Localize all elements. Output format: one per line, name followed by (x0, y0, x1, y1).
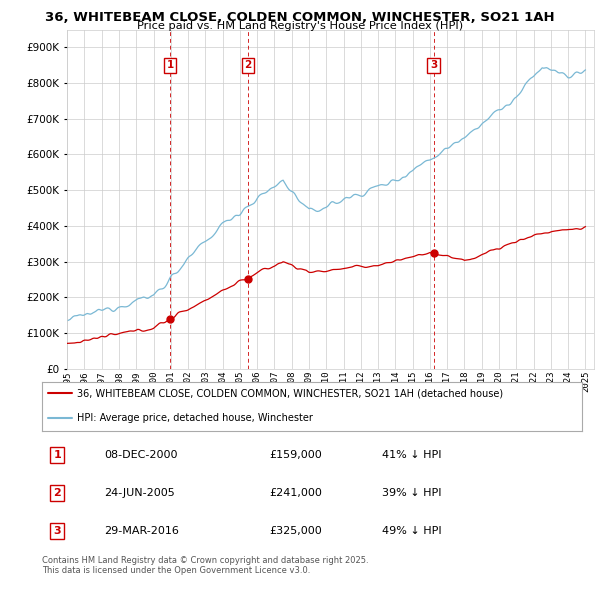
Text: 29-MAR-2016: 29-MAR-2016 (104, 526, 179, 536)
Text: 41% ↓ HPI: 41% ↓ HPI (382, 450, 442, 460)
Text: 39% ↓ HPI: 39% ↓ HPI (382, 488, 442, 498)
Text: 08-DEC-2000: 08-DEC-2000 (104, 450, 178, 460)
Text: 3: 3 (430, 60, 437, 70)
Text: 2: 2 (244, 60, 251, 70)
Text: 2: 2 (53, 488, 61, 498)
Text: Contains HM Land Registry data © Crown copyright and database right 2025.
This d: Contains HM Land Registry data © Crown c… (42, 556, 368, 575)
Text: £159,000: £159,000 (269, 450, 322, 460)
Text: £325,000: £325,000 (269, 526, 322, 536)
Text: 36, WHITEBEAM CLOSE, COLDEN COMMON, WINCHESTER, SO21 1AH: 36, WHITEBEAM CLOSE, COLDEN COMMON, WINC… (45, 11, 555, 24)
Text: 1: 1 (53, 450, 61, 460)
Text: 36, WHITEBEAM CLOSE, COLDEN COMMON, WINCHESTER, SO21 1AH (detached house): 36, WHITEBEAM CLOSE, COLDEN COMMON, WINC… (77, 388, 503, 398)
Text: 1: 1 (166, 60, 174, 70)
Text: 24-JUN-2005: 24-JUN-2005 (104, 488, 175, 498)
Text: £241,000: £241,000 (269, 488, 322, 498)
Text: 3: 3 (53, 526, 61, 536)
Text: 49% ↓ HPI: 49% ↓ HPI (382, 526, 442, 536)
Text: HPI: Average price, detached house, Winchester: HPI: Average price, detached house, Winc… (77, 413, 313, 423)
Text: Price paid vs. HM Land Registry's House Price Index (HPI): Price paid vs. HM Land Registry's House … (137, 21, 463, 31)
